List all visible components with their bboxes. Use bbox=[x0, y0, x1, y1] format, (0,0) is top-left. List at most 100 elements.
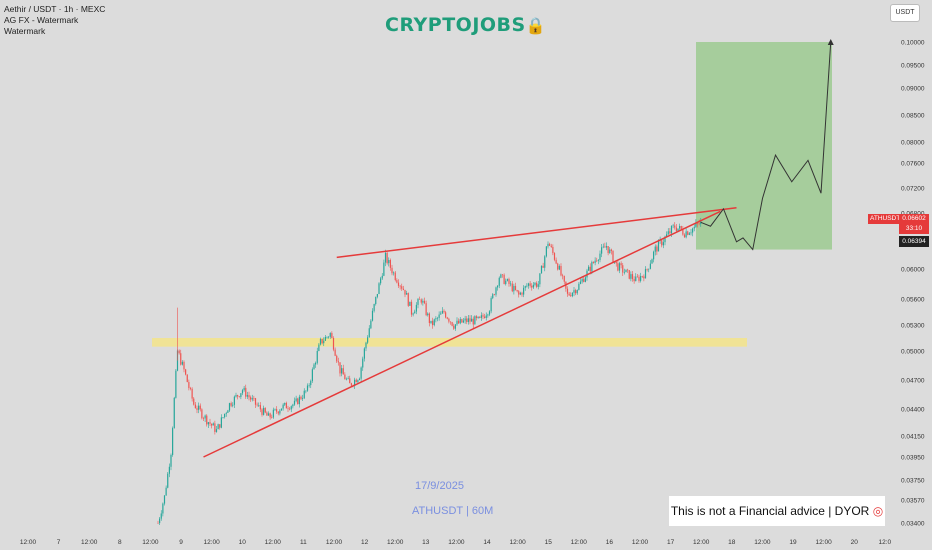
candle-body bbox=[384, 252, 387, 263]
candle-body bbox=[181, 361, 183, 365]
candle-body bbox=[220, 417, 222, 428]
candle-body bbox=[245, 387, 247, 397]
x-tick-label: 12:00 bbox=[387, 539, 404, 546]
candle-body bbox=[677, 228, 679, 231]
candle-body bbox=[682, 229, 684, 235]
candle-body bbox=[228, 403, 231, 411]
candle-body bbox=[454, 324, 456, 329]
y-tick-label: 0.03750 bbox=[901, 478, 925, 485]
candle-body bbox=[308, 385, 310, 386]
candle-body bbox=[446, 317, 448, 319]
candle-body bbox=[588, 266, 590, 271]
x-tick-label: 12:00 bbox=[20, 539, 37, 546]
candle-body bbox=[341, 368, 343, 374]
candle-body bbox=[471, 318, 473, 322]
candle-body bbox=[688, 233, 690, 235]
y-tick-label: 0.04700 bbox=[901, 378, 925, 385]
candle-body bbox=[215, 429, 218, 432]
candle-body bbox=[597, 260, 599, 261]
x-tick-label: 19 bbox=[789, 539, 797, 546]
candle-body bbox=[251, 398, 253, 400]
candle-body bbox=[162, 503, 164, 514]
level-price-tag: 0.06394 bbox=[899, 236, 929, 247]
last-price-tag: 0.06602 33:10 bbox=[899, 214, 929, 234]
candle-body bbox=[500, 274, 502, 278]
candle-body bbox=[292, 404, 294, 407]
lock-icon: 🔒 bbox=[525, 16, 547, 35]
candle-body bbox=[381, 275, 383, 279]
candle-body bbox=[568, 293, 570, 296]
candle-body bbox=[206, 415, 208, 425]
candle-body bbox=[316, 350, 318, 363]
candle-body bbox=[253, 398, 255, 399]
candle-body bbox=[679, 226, 681, 229]
candle-body bbox=[519, 292, 521, 295]
candle-body bbox=[235, 395, 237, 397]
candle-body bbox=[183, 361, 185, 370]
candle-body bbox=[425, 303, 427, 316]
candle-body bbox=[250, 397, 252, 400]
candle-body bbox=[492, 294, 494, 299]
candle-body bbox=[462, 320, 465, 323]
candle-body bbox=[419, 299, 421, 300]
candle-body bbox=[575, 290, 577, 294]
candle-body bbox=[461, 319, 463, 323]
candle-body bbox=[466, 318, 468, 323]
candle-body bbox=[264, 407, 266, 413]
candle-body bbox=[674, 225, 676, 228]
candle-body bbox=[271, 417, 273, 418]
candle-body bbox=[329, 333, 331, 337]
candle-body bbox=[401, 286, 403, 289]
candle-body bbox=[328, 336, 330, 338]
candle-body bbox=[289, 408, 291, 410]
candle-body bbox=[432, 320, 434, 326]
resistance-line bbox=[336, 207, 737, 259]
last-price: 0.06602 bbox=[902, 215, 926, 222]
candle-body bbox=[326, 336, 328, 338]
candle-body bbox=[160, 513, 162, 519]
candle-body bbox=[367, 337, 369, 343]
candle-body bbox=[440, 313, 442, 315]
candle-body bbox=[410, 301, 413, 315]
x-tick-label: 12:00 bbox=[203, 539, 220, 546]
candle-body bbox=[163, 495, 166, 504]
candle-body bbox=[458, 320, 460, 324]
candle-body bbox=[306, 385, 309, 391]
candle-body bbox=[409, 301, 411, 306]
candle-body bbox=[201, 409, 203, 419]
candle-body bbox=[383, 262, 385, 276]
candle-body bbox=[534, 282, 536, 285]
candle-body bbox=[524, 286, 526, 288]
x-tick-label: 14 bbox=[483, 539, 491, 546]
candle-body bbox=[657, 240, 660, 252]
candle-body bbox=[469, 318, 471, 322]
candle-body bbox=[620, 263, 622, 266]
candle-body bbox=[243, 387, 245, 391]
candle-body bbox=[646, 269, 648, 270]
candle-body bbox=[267, 413, 270, 416]
candle-body bbox=[357, 380, 359, 383]
x-tick-label: 18 bbox=[728, 539, 736, 546]
candle-body bbox=[435, 318, 437, 320]
y-tick-label: 0.08000 bbox=[901, 140, 925, 147]
candle-body bbox=[394, 272, 396, 281]
candle-body bbox=[540, 265, 543, 274]
candle-body bbox=[248, 395, 250, 398]
candle-body bbox=[386, 252, 388, 264]
candle-body bbox=[427, 313, 429, 316]
candle-body bbox=[536, 282, 538, 287]
candle-body bbox=[497, 285, 499, 288]
indicator-label: AG FX - Watermark bbox=[4, 15, 79, 25]
currency-button[interactable]: USDT bbox=[890, 4, 920, 22]
candle-body bbox=[362, 358, 364, 368]
candle-body bbox=[186, 374, 188, 383]
candle-body bbox=[553, 253, 556, 260]
candle-body bbox=[510, 283, 512, 285]
candle-body bbox=[287, 408, 289, 409]
candle-body bbox=[336, 355, 338, 362]
candle-body bbox=[375, 296, 377, 305]
candle-body bbox=[485, 315, 487, 318]
candle-body bbox=[488, 311, 491, 315]
disclaimer-box: This is not a Financial advice | DYOR ◎ bbox=[669, 496, 885, 526]
